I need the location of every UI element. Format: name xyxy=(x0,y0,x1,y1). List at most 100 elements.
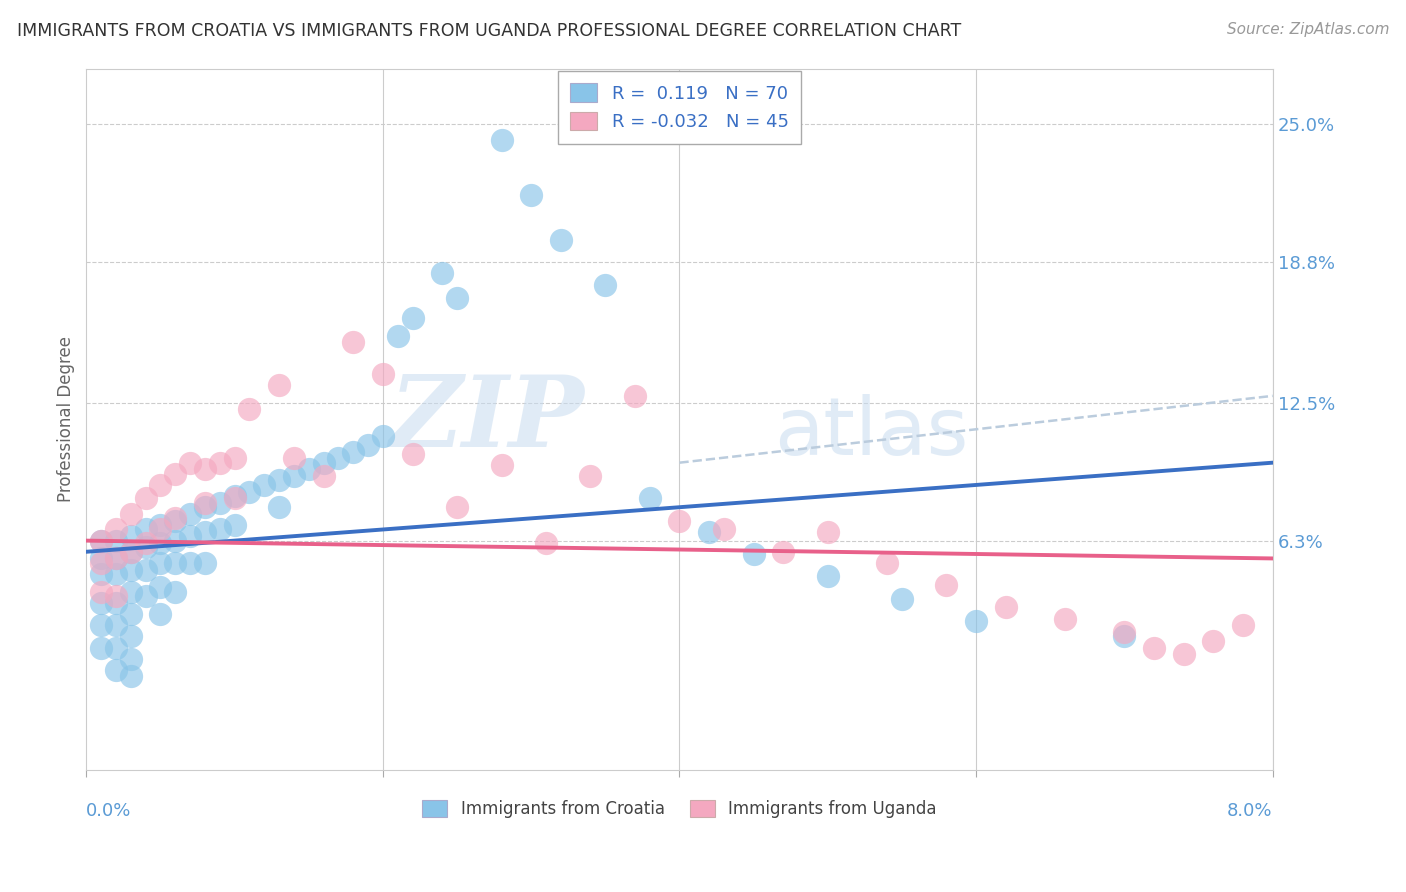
Point xyxy=(224,491,246,506)
Text: 0.0%: 0.0% xyxy=(86,802,132,820)
Point xyxy=(135,523,157,537)
Point xyxy=(90,533,112,548)
Point xyxy=(104,533,127,548)
Point xyxy=(165,467,187,481)
Point xyxy=(1114,629,1136,643)
Point xyxy=(401,447,423,461)
Point xyxy=(238,402,260,417)
Point xyxy=(104,551,127,566)
Point xyxy=(312,456,335,470)
Point xyxy=(994,600,1017,615)
Point xyxy=(371,367,394,381)
Point xyxy=(90,618,112,632)
Point xyxy=(120,651,142,665)
Point xyxy=(876,556,898,570)
Point xyxy=(104,640,127,655)
Point xyxy=(90,640,112,655)
Point xyxy=(253,478,276,492)
Point xyxy=(742,547,765,561)
Point xyxy=(283,451,305,466)
Point xyxy=(104,618,127,632)
Point xyxy=(179,507,201,521)
Point xyxy=(224,489,246,503)
Point xyxy=(312,469,335,483)
Point xyxy=(149,607,172,621)
Point xyxy=(194,462,217,476)
Point xyxy=(550,233,572,247)
Point xyxy=(194,556,217,570)
Point xyxy=(90,556,112,570)
Point xyxy=(104,551,127,566)
Point xyxy=(238,484,260,499)
Point xyxy=(208,496,231,510)
Point xyxy=(90,551,112,566)
Point xyxy=(149,556,172,570)
Point xyxy=(120,585,142,599)
Point xyxy=(120,545,142,559)
Point xyxy=(120,529,142,543)
Point xyxy=(165,514,187,528)
Point xyxy=(697,524,720,539)
Point xyxy=(135,541,157,555)
Point xyxy=(1143,640,1166,655)
Point xyxy=(179,556,201,570)
Point xyxy=(624,389,647,403)
Point xyxy=(298,462,321,476)
Text: 8.0%: 8.0% xyxy=(1227,802,1272,820)
Text: ZIP: ZIP xyxy=(389,371,585,467)
Point xyxy=(432,266,454,280)
Point xyxy=(817,524,839,539)
Point xyxy=(120,563,142,577)
Point xyxy=(371,429,394,443)
Point xyxy=(224,518,246,533)
Point xyxy=(104,567,127,582)
Point xyxy=(965,614,987,628)
Point xyxy=(267,377,290,392)
Point xyxy=(149,523,172,537)
Point xyxy=(104,596,127,610)
Point xyxy=(149,581,172,595)
Point xyxy=(283,469,305,483)
Point xyxy=(149,536,172,550)
Point xyxy=(120,545,142,559)
Point xyxy=(149,518,172,533)
Text: IMMIGRANTS FROM CROATIA VS IMMIGRANTS FROM UGANDA PROFESSIONAL DEGREE CORRELATIO: IMMIGRANTS FROM CROATIA VS IMMIGRANTS FR… xyxy=(17,22,962,40)
Point xyxy=(267,500,290,515)
Point xyxy=(446,291,468,305)
Point xyxy=(165,533,187,548)
Point xyxy=(328,451,350,466)
Point xyxy=(1053,611,1076,625)
Point xyxy=(165,556,187,570)
Point xyxy=(135,491,157,506)
Point xyxy=(90,533,112,548)
Point xyxy=(387,328,409,343)
Point xyxy=(135,536,157,550)
Point xyxy=(149,478,172,492)
Point xyxy=(120,669,142,683)
Point xyxy=(90,585,112,599)
Point xyxy=(668,514,690,528)
Text: Source: ZipAtlas.com: Source: ZipAtlas.com xyxy=(1226,22,1389,37)
Point xyxy=(120,629,142,643)
Point xyxy=(104,589,127,603)
Text: atlas: atlas xyxy=(775,394,969,472)
Point xyxy=(179,529,201,543)
Point xyxy=(208,456,231,470)
Point xyxy=(90,596,112,610)
Point xyxy=(267,474,290,488)
Point xyxy=(194,524,217,539)
Y-axis label: Professional Degree: Professional Degree xyxy=(58,336,75,502)
Point xyxy=(104,523,127,537)
Legend: Immigrants from Croatia, Immigrants from Uganda: Immigrants from Croatia, Immigrants from… xyxy=(416,793,943,825)
Point xyxy=(1114,624,1136,639)
Point xyxy=(194,496,217,510)
Point xyxy=(342,335,364,350)
Point xyxy=(90,567,112,582)
Point xyxy=(579,469,602,483)
Point xyxy=(491,458,513,472)
Point xyxy=(135,563,157,577)
Point xyxy=(595,277,617,292)
Point xyxy=(165,511,187,525)
Point xyxy=(772,545,794,559)
Point xyxy=(520,188,543,202)
